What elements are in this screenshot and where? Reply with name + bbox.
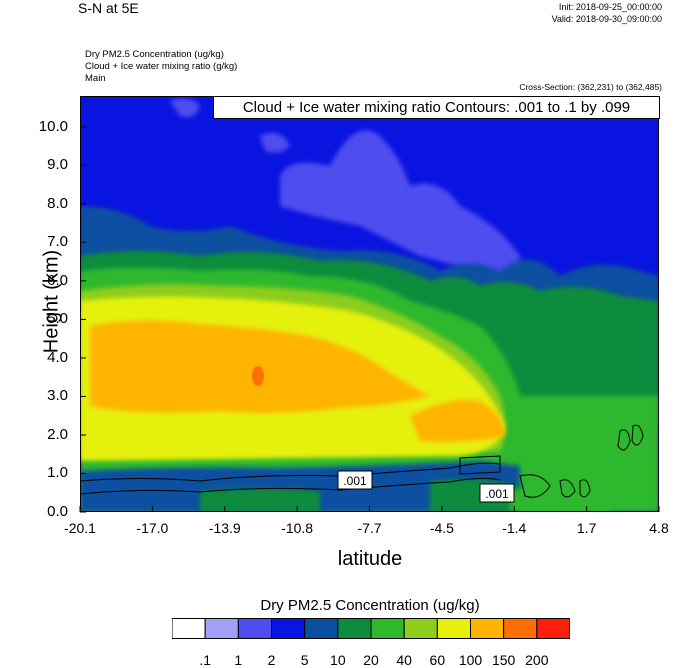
contour-label-box <box>479 483 515 503</box>
time-info: Init: 2018-09-25_00:00:00 Valid: 2018-09… <box>552 1 662 25</box>
contour-info-box: Cloud + Ice water mixing ratio Contours:… <box>213 96 660 119</box>
y-tick-label: 6.0 <box>47 271 68 289</box>
x-tick-label: -7.7 <box>357 520 382 536</box>
heatmap-plot: .001 .001 <box>80 96 659 512</box>
colorbar-swatch <box>370 618 405 639</box>
contour-line <box>631 424 644 446</box>
x-tick-label: 1.7 <box>576 520 597 536</box>
colorbar-label: .1 <box>199 652 211 668</box>
colorbar-swatch <box>470 618 505 639</box>
colorbar-label: 40 <box>396 652 412 668</box>
init-time: Init: 2018-09-25_00:00:00 <box>558 2 662 12</box>
colorbar-label: 10 <box>330 652 346 668</box>
y-tick-label: 0.0 <box>47 503 68 520</box>
cross-section-label: Cross-Section: (362,231) to (362,485) <box>519 82 662 92</box>
colorbar-swatch <box>503 618 538 639</box>
x-tick-label: -13.9 <box>208 520 241 536</box>
colorbar-title: Dry PM2.5 Concentration (ug/kg) <box>260 597 480 614</box>
y-tick-label: 2.0 <box>47 425 68 443</box>
variable-label-main: Main <box>85 73 106 84</box>
colorbar-swatch <box>172 618 206 639</box>
variable-label-pm25: Dry PM2.5 Concentration (ug/kg) <box>85 49 224 60</box>
x-tick-label: -4.5 <box>429 520 454 536</box>
colorbar-label: 60 <box>429 652 446 668</box>
field-lower-green <box>200 479 520 512</box>
colorbar-label: 2 <box>267 652 276 668</box>
colorbar-swatch <box>204 618 239 639</box>
colorbar-label: 5 <box>300 652 309 668</box>
concentration-field <box>80 96 659 512</box>
y-tick-label: 10.0 <box>38 117 68 135</box>
colorbar <box>172 618 570 639</box>
x-tick-label: 4.8 <box>649 520 669 536</box>
plot-title: S-N at 5E <box>78 0 139 16</box>
colorbar-label: 20 <box>363 652 379 668</box>
contour-label-box <box>337 470 373 490</box>
colorbar-swatch <box>304 618 339 639</box>
y-tick-label: 1.0 <box>47 464 68 482</box>
y-tick-label: 7.0 <box>47 233 68 251</box>
contour-line <box>559 479 576 498</box>
x-axis-label: latitude <box>337 548 403 570</box>
colorbar-swatch <box>337 618 372 639</box>
y-axis-label: Height (km) <box>40 249 63 354</box>
colorbar-swatch <box>436 618 472 639</box>
contour-labels: .001 .001 <box>337 470 515 503</box>
y-tick-label: 9.0 <box>47 156 68 174</box>
colorbar-label: 100 <box>458 652 483 668</box>
x-tick-label: -17.0 <box>136 520 169 536</box>
field-light-blue-region <box>280 130 520 286</box>
variable-label-cloud: Cloud + Ice water mixing ratio (g/kg) <box>85 61 238 72</box>
field-orange-right <box>410 400 505 442</box>
contour-line <box>519 474 551 498</box>
y-tick-label: 8.0 <box>47 194 68 212</box>
field-light-blue-top <box>170 98 290 153</box>
colorbar-label: 200 <box>525 652 549 668</box>
colorbar-swatch <box>271 618 306 639</box>
field-lower-teal <box>80 461 520 512</box>
contour-label: .001 <box>485 487 509 501</box>
valid-time: Valid: 2018-09-30_09:00:00 <box>551 14 662 24</box>
contour-line <box>80 477 501 495</box>
cloud-contours <box>80 424 644 498</box>
colorbar-label: 1 <box>234 652 243 668</box>
field-red-spot <box>252 366 264 386</box>
colorbar-swatch <box>403 618 438 639</box>
colorbar-swatch <box>237 618 273 639</box>
contour-line <box>617 429 631 451</box>
contour-line <box>80 462 501 482</box>
contour-label: .001 <box>343 474 367 488</box>
field-lower-right-green <box>510 486 610 512</box>
y-tick-label: 3.0 <box>47 387 68 405</box>
contour-line <box>459 455 501 475</box>
x-tick-label: -1.4 <box>502 520 527 536</box>
contour-line <box>579 479 591 498</box>
y-tick-label: 5.0 <box>47 310 68 328</box>
colorbar-swatch <box>536 618 570 639</box>
x-tick-label: -20.1 <box>64 520 96 536</box>
y-tick-label: 4.0 <box>47 348 68 366</box>
colorbar-label: 150 <box>491 652 516 668</box>
x-tick-label: -10.8 <box>281 520 314 536</box>
